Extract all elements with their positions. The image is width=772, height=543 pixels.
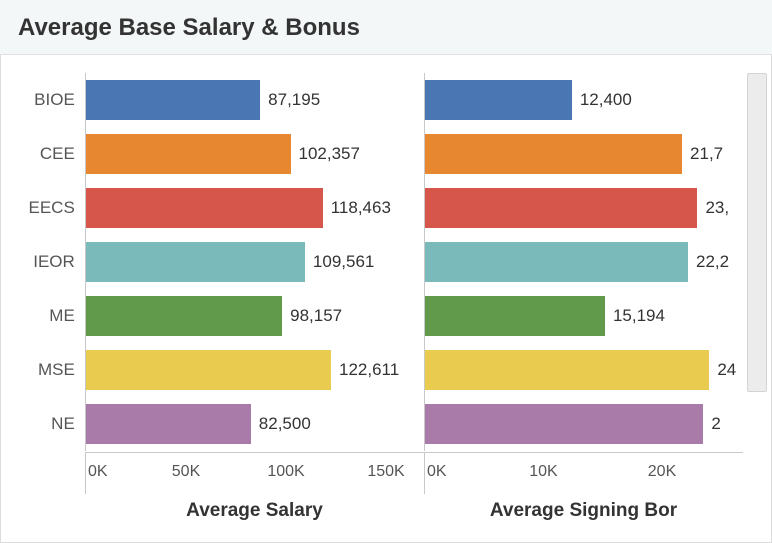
bar-salary[interactable] [86,188,323,228]
bar-salary[interactable] [86,296,282,336]
value-label-salary: 98,157 [290,306,342,326]
x-axis-left: 0K 50K 100K 150K [85,453,424,494]
bar-cell-salary: 98,157 [85,289,424,343]
x-axis-area: 0K 50K 100K 150K 0K 10K 20K [85,452,743,494]
bar-cell-salary: 82,500 [85,397,424,451]
value-label-salary: 118,463 [331,198,391,218]
value-label-bonus: 24 [717,360,736,380]
chart-row: MSE 122,611 24 [1,343,743,397]
chart-title: Average Base Salary & Bonus [18,14,754,42]
category-label: EECS [1,198,85,218]
x-axis-right: 0K 10K 20K [424,453,743,494]
bar-cell-bonus: 24 [424,343,743,397]
bar-cell-bonus: 23, [424,181,743,235]
bar-cell-bonus: 2 [424,397,743,451]
axis-tick: 150K [367,463,404,481]
category-label: CEE [1,144,85,164]
bar-salary[interactable] [86,134,291,174]
value-label-bonus: 2 [711,414,720,434]
value-label-salary: 102,357 [299,144,360,164]
value-label-bonus: 21,7 [690,144,723,164]
plot-area: BIOE 87,195 12,400 CEE 102,357 21,7 EECS 118,46… [1,73,743,452]
bar-bonus[interactable] [425,296,605,336]
bar-bonus[interactable] [425,350,709,390]
scrollbar-vertical[interactable] [747,73,767,392]
bar-cell-bonus: 21,7 [424,127,743,181]
category-label: ME [1,306,85,326]
bar-bonus[interactable] [425,242,688,282]
bar-salary[interactable] [86,242,305,282]
x-label-left: Average Salary [186,500,323,521]
value-label-salary: 122,611 [339,360,399,380]
bar-cell-salary: 118,463 [85,181,424,235]
value-label-bonus: 15,194 [613,306,665,326]
bar-bonus[interactable] [425,80,572,120]
chart-row: IEOR 109,561 22,2 [1,235,743,289]
x-labels: Average Salary Average Signing Bor [85,500,743,536]
axis-tick: 10K [529,463,557,481]
chart-row: NE 82,500 2 [1,397,743,451]
bar-cell-salary: 87,195 [85,73,424,127]
value-label-salary: 87,195 [268,90,320,110]
axis-tick: 100K [267,463,304,481]
chart-row: CEE 102,357 21,7 [1,127,743,181]
bar-cell-bonus: 22,2 [424,235,743,289]
axis-tick: 0K [88,463,108,481]
value-label-bonus: 23, [705,198,729,218]
bar-bonus[interactable] [425,134,682,174]
bar-bonus[interactable] [425,404,704,444]
value-label-bonus: 12,400 [580,90,632,110]
category-label: NE [1,414,85,434]
bar-salary[interactable] [86,404,251,444]
bar-bonus[interactable] [425,188,698,228]
bar-cell-salary: 122,611 [85,343,424,397]
value-label-bonus: 22,2 [696,252,729,272]
chart-body: BIOE 87,195 12,400 CEE 102,357 21,7 EECS 118,46… [0,55,772,543]
category-label: BIOE [1,90,85,110]
value-label-salary: 82,500 [259,414,311,434]
bar-salary[interactable] [86,350,331,390]
bar-cell-bonus: 15,194 [424,289,743,343]
chart-row: ME 98,157 15,194 [1,289,743,343]
bar-salary[interactable] [86,80,260,120]
chart-row: BIOE 87,195 12,400 [1,73,743,127]
bar-cell-salary: 102,357 [85,127,424,181]
axis-tick: 50K [172,463,200,481]
category-label: MSE [1,360,85,380]
category-label: IEOR [1,252,85,272]
chart-header: Average Base Salary & Bonus [0,0,772,55]
axis-tick: 20K [648,463,676,481]
bar-cell-salary: 109,561 [85,235,424,289]
axis-tick: 0K [427,463,447,481]
value-label-salary: 109,561 [313,252,374,272]
chart-row: EECS 118,463 23, [1,181,743,235]
bar-cell-bonus: 12,400 [424,73,743,127]
x-label-right: Average Signing Bor [490,500,677,521]
